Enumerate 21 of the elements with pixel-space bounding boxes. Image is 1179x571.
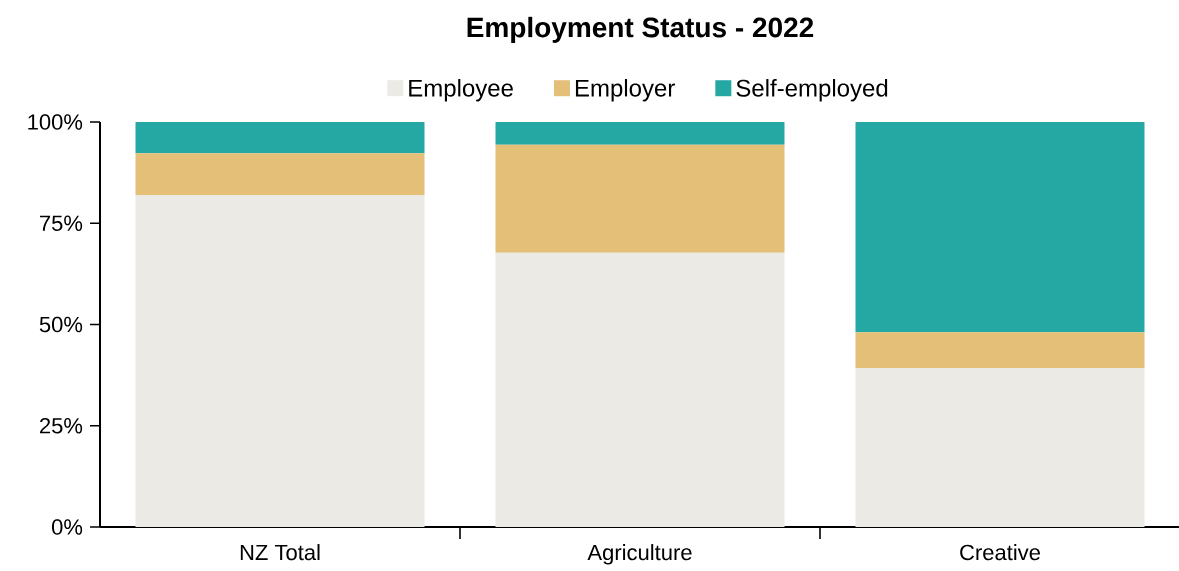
bar <box>135 194 425 527</box>
legend-label: Employee <box>409 79 513 102</box>
x-tick-label: NZ Total <box>240 544 320 561</box>
y-tick-label: 75% <box>40 215 83 231</box>
bar <box>495 121 785 145</box>
bar <box>495 144 785 253</box>
y-tick-label: 100% <box>28 114 83 130</box>
legend-label: Self-employed <box>736 79 888 102</box>
x-tick-label: Creative <box>960 544 1040 561</box>
bar <box>495 252 785 527</box>
bar <box>135 153 425 195</box>
y-tick-label: 50% <box>39 316 83 333</box>
bar <box>855 121 1145 333</box>
bar <box>135 121 425 154</box>
legend-label: Employer <box>575 79 675 102</box>
x-tick-label: Agriculture <box>587 544 692 565</box>
bar <box>855 368 1145 527</box>
bar <box>855 332 1145 369</box>
y-tick-label: 25% <box>40 417 83 434</box>
y-tick-label: 0% <box>51 519 83 535</box>
chart-title: Employment Status - 2022 <box>467 16 814 43</box>
